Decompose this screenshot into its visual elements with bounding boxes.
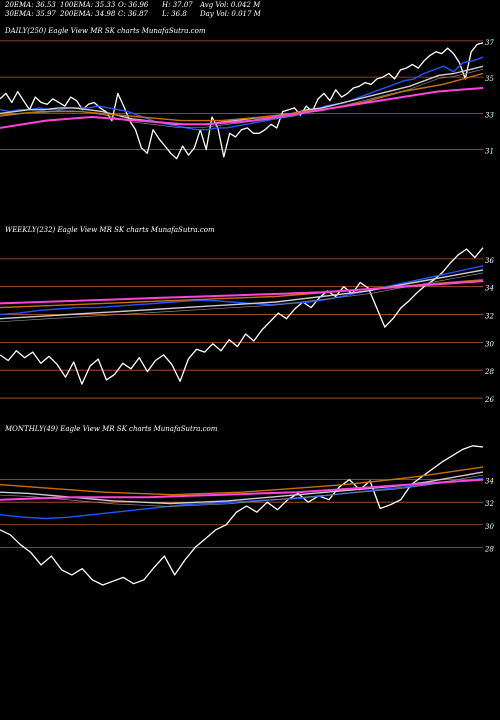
magenta-ema-line bbox=[0, 87, 484, 129]
monthly-panel: 34 32 30 28 bbox=[0, 445, 494, 586]
ema30-label: 30EMA: 35.97 bbox=[5, 10, 56, 18]
price-line bbox=[0, 42, 484, 160]
orange-ema-line bbox=[0, 466, 484, 496]
open-label: O: 36.96 bbox=[118, 1, 149, 9]
daily-panel-title: DAILY(250) Eagle View MR SK charts Munaf… bbox=[5, 27, 206, 35]
magenta-ema-line bbox=[0, 478, 484, 501]
orange-ema-line bbox=[0, 72, 484, 122]
grey-ema-secondary-line bbox=[0, 474, 484, 507]
y-tick-label: 30 bbox=[485, 340, 494, 348]
grey-ema-line bbox=[0, 65, 484, 126]
weekly-panel: 36 34 32 30 28 26 bbox=[0, 247, 494, 404]
blue-ema-line bbox=[0, 265, 484, 316]
high-label: H: 37.07 bbox=[162, 1, 193, 9]
y-tick-label: 34 bbox=[485, 478, 494, 486]
weekly-panel-title: WEEKLY(232) Eagle View MR SK charts Muna… bbox=[5, 226, 215, 234]
daily-panel: 37 35 33 31 bbox=[0, 39, 494, 160]
ema20-label: 20EMA: 36.53 bbox=[5, 1, 56, 9]
monthly-panel-title: MONTHLY(49) Eagle View MR SK charts Muna… bbox=[5, 425, 218, 433]
y-tick-label: 30 bbox=[485, 523, 494, 531]
y-tick-label: 28 bbox=[484, 545, 494, 553]
y-tick-label: 35 bbox=[485, 75, 494, 83]
ema200-label: 200EMA: 34.98 bbox=[60, 10, 116, 18]
y-tick-label: 36 bbox=[485, 257, 494, 265]
price-line bbox=[0, 247, 484, 385]
blue-ema-line bbox=[0, 477, 484, 520]
y-tick-label: 37 bbox=[485, 39, 494, 47]
low-label: L: 36.8 bbox=[162, 10, 187, 18]
blue-ema-line bbox=[0, 56, 484, 131]
avg-vol-label: Avg Vol: 0.042 M bbox=[200, 1, 261, 9]
ema100-label: 100EMA: 35.33 bbox=[60, 1, 116, 9]
day-vol-label: Day Vol: 0.017 M bbox=[200, 10, 261, 18]
header-col4: H: 37.07 L: 36.8 bbox=[162, 1, 193, 19]
magenta-ema-line bbox=[0, 280, 484, 305]
y-tick-label: 32 bbox=[485, 500, 494, 508]
y-tick-label: 33 bbox=[485, 111, 494, 119]
y-tick-label: 34 bbox=[485, 285, 494, 293]
y-tick-label: 26 bbox=[484, 396, 494, 404]
y-tick-label: 32 bbox=[485, 313, 494, 321]
price-line bbox=[0, 445, 484, 586]
header-col3: O: 36.96 C: 36.87 bbox=[118, 1, 148, 19]
grey-ema-line bbox=[0, 269, 484, 320]
y-tick-label: 28 bbox=[484, 368, 494, 376]
close-label: C: 36.87 bbox=[118, 10, 148, 18]
header-col2: 100EMA: 35.33 200EMA: 34.98 bbox=[60, 1, 115, 19]
y-tick-label: 31 bbox=[485, 148, 494, 156]
header-col1: 20EMA: 36.53 30EMA: 35.97 bbox=[5, 1, 56, 19]
header-col5: Avg Vol: 0.042 M Day Vol: 0.017 M bbox=[200, 1, 261, 19]
